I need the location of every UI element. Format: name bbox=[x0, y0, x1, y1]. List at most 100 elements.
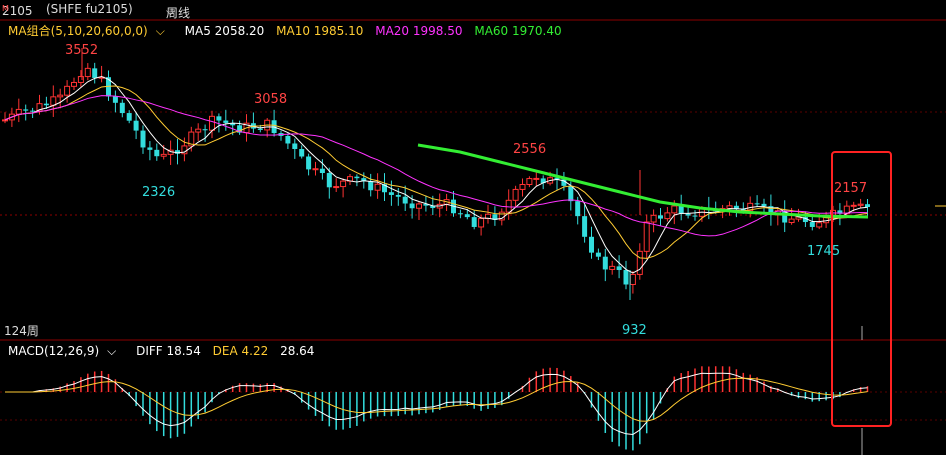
candle-body bbox=[299, 149, 305, 157]
moving-average-lines bbox=[4, 75, 869, 274]
candle-body bbox=[678, 205, 684, 214]
candle-body bbox=[464, 214, 470, 218]
candle-body bbox=[589, 236, 594, 253]
ma-legend: MA组合(5,10,20,60,0,0) ⌵ MA5 2058.20 MA10 1… bbox=[8, 22, 570, 39]
candle-body bbox=[754, 203, 760, 205]
candle-body bbox=[195, 128, 202, 133]
candle-body bbox=[478, 218, 485, 228]
high-label: 2556 bbox=[513, 142, 547, 157]
candle-body bbox=[733, 205, 739, 210]
candle-body bbox=[133, 120, 139, 131]
candle-body bbox=[650, 214, 657, 223]
ma-group-label[interactable]: MA组合(5,10,20,60,0,0) ⌵ bbox=[8, 24, 165, 38]
ma5-value: MA5 2058.20 bbox=[184, 24, 265, 38]
candle-body bbox=[112, 96, 118, 103]
top-bar: 2105 M (SHFE fu2105) 周线 ⌵ bbox=[0, 0, 946, 20]
macd-dea-value: DEA 4.22 bbox=[212, 344, 269, 358]
candle-body bbox=[388, 192, 394, 195]
diff-line bbox=[5, 372, 868, 435]
candle-body bbox=[568, 185, 574, 202]
macd-value: 28.64 bbox=[280, 344, 315, 358]
candle-body bbox=[616, 266, 622, 271]
candle-body bbox=[395, 194, 401, 197]
candle-body bbox=[629, 273, 636, 285]
candle-body bbox=[188, 131, 195, 147]
candle-body bbox=[312, 168, 319, 171]
candle-body bbox=[561, 179, 567, 186]
high-label: 2157 bbox=[834, 181, 868, 196]
candle-body bbox=[237, 125, 243, 133]
chevron-down-icon: ⌵ bbox=[166, 4, 176, 18]
candle-body bbox=[175, 150, 180, 154]
candle-body bbox=[306, 156, 312, 170]
highlight-box bbox=[831, 151, 892, 427]
candle-body bbox=[340, 180, 347, 188]
candle-body bbox=[658, 215, 663, 219]
candle-body bbox=[671, 205, 678, 214]
candle-body bbox=[457, 213, 463, 215]
macd-legend: MACD(12,26,9) ⌵ DIFF 18.54 DEA 4.22 28.64 bbox=[8, 344, 322, 359]
candle-body bbox=[285, 135, 291, 144]
candle-body bbox=[402, 196, 408, 204]
candle-body bbox=[816, 222, 823, 228]
candle-body bbox=[726, 205, 733, 210]
candle-body bbox=[354, 176, 360, 179]
candle-body bbox=[216, 116, 222, 121]
candle-body bbox=[15, 108, 22, 115]
candle-body bbox=[230, 122, 236, 126]
candle-body bbox=[140, 130, 146, 148]
macd-group-label[interactable]: MACD(12,26,9) ⌵ bbox=[8, 344, 117, 358]
candle-body bbox=[77, 76, 84, 83]
candle-body bbox=[209, 115, 215, 131]
candle-body bbox=[782, 210, 788, 223]
candle-body bbox=[850, 204, 857, 207]
ma10-value: MA10 1985.10 bbox=[276, 24, 364, 38]
candle-body bbox=[43, 103, 49, 106]
candlestick-series bbox=[2, 48, 870, 300]
chevron-down-icon: ⌵ bbox=[155, 24, 165, 38]
candle-body bbox=[554, 177, 560, 180]
candle-body bbox=[126, 113, 132, 121]
candle-body bbox=[106, 77, 111, 97]
candle-body bbox=[802, 217, 808, 223]
candle-body bbox=[202, 129, 208, 131]
candle-body bbox=[526, 178, 533, 186]
candle-body bbox=[333, 186, 340, 189]
candle-body bbox=[492, 214, 498, 220]
candle-body bbox=[368, 181, 374, 191]
ma5-line bbox=[4, 75, 868, 274]
low-label: 2326 bbox=[142, 185, 176, 200]
candle-body bbox=[761, 203, 767, 207]
candle-body bbox=[540, 178, 546, 184]
candle-body bbox=[505, 199, 512, 213]
candle-body bbox=[50, 96, 57, 106]
candle-body bbox=[292, 143, 298, 150]
candle-body bbox=[664, 212, 671, 220]
ma60-value: MA60 1970.40 bbox=[474, 24, 562, 38]
candle-body bbox=[602, 256, 608, 270]
candle-body bbox=[2, 119, 8, 122]
candle-body bbox=[788, 218, 795, 224]
candle-body bbox=[57, 94, 64, 98]
candle-body bbox=[575, 201, 581, 217]
candle-body bbox=[326, 173, 332, 188]
candle-body bbox=[865, 204, 870, 208]
candle-body bbox=[257, 128, 263, 130]
candle-body bbox=[768, 206, 774, 215]
candle-body bbox=[857, 203, 864, 206]
candle-body bbox=[92, 68, 98, 78]
candle-body bbox=[416, 203, 422, 209]
candle-body bbox=[685, 213, 691, 216]
high-label: 3552 bbox=[65, 43, 99, 58]
high-label: 3058 bbox=[254, 92, 288, 107]
candle-body bbox=[361, 178, 367, 182]
candle-body bbox=[595, 252, 601, 257]
bar-count-label: 124周 bbox=[4, 324, 39, 338]
candle-body bbox=[623, 270, 629, 285]
candle-body bbox=[471, 217, 477, 227]
candle-body bbox=[740, 209, 746, 211]
candle-body bbox=[223, 120, 229, 123]
candle-body bbox=[382, 184, 387, 193]
low-label: 932 bbox=[622, 323, 647, 338]
